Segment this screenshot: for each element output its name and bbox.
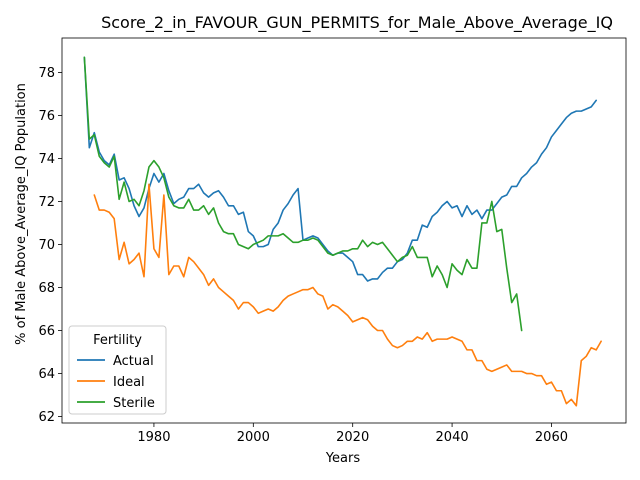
y-tick-label: 66 bbox=[38, 324, 55, 339]
legend: Fertility Actual Ideal Sterile bbox=[68, 325, 167, 415]
y-tick-label: 76 bbox=[38, 109, 55, 124]
y-tick-label: 62 bbox=[38, 410, 55, 425]
legend-title: Fertility bbox=[93, 333, 142, 348]
x-tick-label: 1980 bbox=[137, 430, 170, 445]
axes: 1980 2000 2020 2040 2060 62 64 66 68 70 72 74 76 78 bbox=[38, 37, 627, 445]
x-axis-label: Years bbox=[325, 451, 361, 466]
x-tick-label: 2040 bbox=[436, 430, 469, 445]
y-tick-label: 70 bbox=[38, 238, 55, 253]
plot-area bbox=[83, 56, 602, 407]
y-tick-label: 68 bbox=[38, 281, 55, 296]
x-tick-label: 2060 bbox=[535, 430, 568, 445]
series-line-sterile bbox=[83, 56, 523, 332]
y-tick-label: 64 bbox=[38, 367, 55, 382]
x-tick-label: 2000 bbox=[237, 430, 270, 445]
legend-box bbox=[68, 325, 167, 415]
chart-title: Score_2_in_FAVOUR_GUN_PERMITS_for_Male_A… bbox=[101, 13, 613, 33]
legend-entry-sterile: Sterile bbox=[113, 396, 155, 411]
y-tick-label: 78 bbox=[38, 66, 55, 81]
x-tick-label: 2020 bbox=[336, 430, 369, 445]
y-tick-label: 72 bbox=[38, 195, 55, 210]
y-tick-label: 74 bbox=[38, 152, 55, 167]
legend-entry-actual: Actual bbox=[113, 354, 154, 369]
series-line-ideal bbox=[93, 183, 602, 407]
series-line-actual bbox=[83, 56, 597, 282]
legend-entry-ideal: Ideal bbox=[113, 375, 145, 390]
plot-frame bbox=[61, 37, 627, 424]
y-axis-label: % of Male Above_Average_IQ Population bbox=[14, 83, 29, 345]
